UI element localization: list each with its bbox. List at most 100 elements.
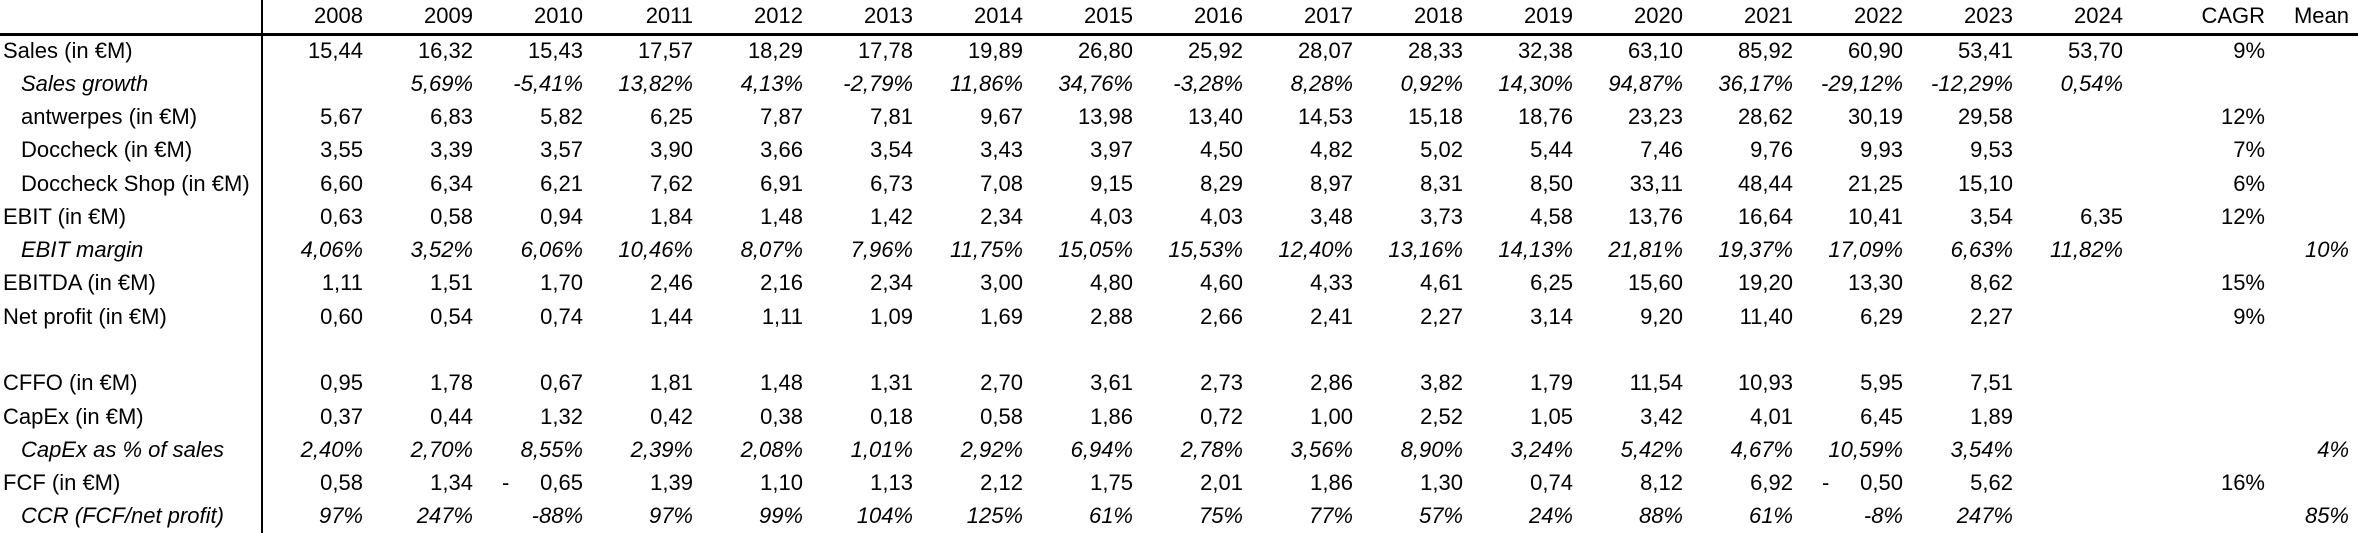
cell-ebit-margin-2017[interactable]: 12,40% (1278, 237, 1353, 263)
cell-capex-as-of-sales-mean[interactable]: 4% (2317, 436, 2349, 462)
cell-ccr-fcf-net-profit-2022[interactable]: -8% (1863, 503, 1903, 529)
row-label-ebitda-in-m[interactable]: EBITDA (in €M) (0, 266, 263, 301)
cell-antwerpes-in-m-2014[interactable]: 9,67 (980, 104, 1023, 130)
cell-net-profit-in-m-2013[interactable]: 1,09 (870, 303, 913, 329)
cell-antwerpes-in-m-2022[interactable]: 30,19 (1847, 104, 1903, 130)
cell-net-profit-in-m-2012[interactable]: 1,11 (761, 303, 803, 329)
cell-cffo-in-m-2017[interactable]: 2,86 (1310, 370, 1353, 396)
cell-sales-in-m-2014[interactable]: 19,89 (967, 38, 1023, 64)
cell-sales-in-m-2019[interactable]: 32,38 (1517, 38, 1573, 64)
cell-ebitda-in-m-2014[interactable]: 3,00 (980, 270, 1023, 296)
cell-doccheck-shop-in-m-cagr[interactable]: 6% (2233, 170, 2265, 196)
cell-capex-in-m-2024[interactable] (2022, 400, 2132, 433)
cell-doccheck-in-m-2022[interactable]: 9,93 (1860, 137, 1903, 163)
cell-sales-growth-2013[interactable]: -2,79% (843, 70, 913, 96)
row-label-ebit-in-m[interactable]: EBIT (in €M) (0, 200, 263, 234)
cell-doccheck-in-m-2020[interactable]: 7,46 (1640, 137, 1683, 163)
cell-net-profit-in-m-2016[interactable]: 2,66 (1200, 303, 1243, 329)
cell-doccheck-in-m-2021[interactable]: 9,76 (1750, 137, 1793, 163)
cell-fcf-in-m-2011[interactable]: 1,39 (650, 470, 693, 496)
cell-ebit-in-m-2019[interactable]: 4,58 (1530, 203, 1573, 229)
cell-doccheck-in-m-2016[interactable]: 4,50 (1200, 137, 1243, 163)
cell-doccheck-shop-in-m-2021[interactable]: 48,44 (1737, 170, 1793, 196)
cell-ebit-in-m-2008[interactable]: 0,63 (320, 203, 363, 229)
cell-capex-as-of-sales-2016[interactable]: 2,78% (1180, 436, 1243, 462)
cell-ccr-fcf-net-profit-2015[interactable]: 61% (1088, 503, 1133, 529)
cell-ebit-margin-2009[interactable]: 3,52% (410, 237, 473, 263)
cell-cffo-in-m-mean[interactable] (2274, 367, 2358, 400)
cell-doccheck-shop-in-m-2015[interactable]: 9,15 (1090, 170, 1133, 196)
cell-blank-2011[interactable] (592, 333, 702, 366)
cell-blank-2023[interactable] (1912, 333, 2022, 366)
cell-ccr-fcf-net-profit-2016[interactable]: 75% (1198, 503, 1243, 529)
cell-doccheck-shop-in-m-2024[interactable] (2022, 167, 2132, 200)
cell-ebit-margin-2019[interactable]: 14,13% (1498, 237, 1573, 263)
cell-ebitda-in-m-2008[interactable]: 1,11 (321, 270, 363, 296)
cell-ebit-in-m-2022[interactable]: 10,41 (1847, 203, 1903, 229)
cell-ccr-fcf-net-profit-2018[interactable]: 57% (1418, 503, 1463, 529)
cell-capex-as-of-sales-2013[interactable]: 1,01% (850, 436, 913, 462)
cell-capex-in-m-2008[interactable]: 0,37 (320, 403, 363, 429)
cell-cffo-in-m-2009[interactable]: 1,78 (430, 370, 473, 396)
cell-doccheck-in-m-2009[interactable]: 3,39 (430, 137, 473, 163)
cell-fcf-in-m-2021[interactable]: 6,92 (1750, 470, 1793, 496)
cell-capex-as-of-sales-2020[interactable]: 5,42% (1620, 436, 1683, 462)
cell-ebit-in-m-2012[interactable]: 1,48 (760, 203, 803, 229)
cell-sales-in-m-2011[interactable]: 17,57 (637, 38, 693, 64)
cell-fcf-in-m-2019[interactable]: 0,74 (1530, 470, 1573, 496)
cell-ebit-in-m-2021[interactable]: 16,64 (1737, 203, 1793, 229)
cell-capex-in-m-2012[interactable]: 0,38 (760, 403, 803, 429)
cell-fcf-in-m-2012[interactable]: 1,10 (760, 470, 803, 496)
cell-ebitda-in-m-mean[interactable] (2274, 267, 2358, 300)
cell-fcf-in-m-2020[interactable]: 8,12 (1640, 470, 1683, 496)
cell-sales-in-m-2016[interactable]: 25,92 (1187, 38, 1243, 64)
cell-cffo-in-m-2024[interactable] (2022, 367, 2132, 400)
row-label-capex-in-m[interactable]: CapEx (in €M) (0, 399, 263, 434)
cell-ebit-margin-2013[interactable]: 7,96% (850, 237, 913, 263)
cell-doccheck-shop-in-m-2014[interactable]: 7,08 (980, 170, 1023, 196)
cell-blank-2009[interactable] (372, 333, 482, 366)
cell-fcf-in-m-2013[interactable]: 1,13 (870, 470, 913, 496)
cell-blank-2010[interactable] (482, 333, 592, 366)
cell-fcf-in-m-2009[interactable]: 1,34 (430, 470, 473, 496)
cell-ebit-in-m-2020[interactable]: 13,76 (1627, 203, 1683, 229)
row-label-antwerpes-in-m[interactable]: antwerpes (in €M) (0, 100, 263, 134)
cell-ebit-margin-2021[interactable]: 19,37% (1718, 237, 1793, 263)
cell-antwerpes-in-m-2020[interactable]: 23,23 (1627, 104, 1683, 130)
cell-capex-in-m-cagr[interactable] (2132, 400, 2274, 433)
cell-fcf-in-m-2014[interactable]: 2,12 (980, 470, 1023, 496)
cell-cffo-in-m-2022[interactable]: 5,95 (1860, 370, 1903, 396)
cell-ccr-fcf-net-profit-2019[interactable]: 24% (1528, 503, 1573, 529)
cell-fcf-in-m-2023[interactable]: 5,62 (1970, 470, 2013, 496)
cell-blank-2020[interactable] (1582, 333, 1692, 366)
cell-ebitda-in-m-2012[interactable]: 2,16 (760, 270, 803, 296)
cell-doccheck-in-m-2019[interactable]: 5,44 (1530, 137, 1573, 163)
cell-cffo-in-m-2011[interactable]: 1,81 (650, 370, 693, 396)
cell-sales-in-m-2017[interactable]: 28,07 (1297, 38, 1353, 64)
cell-sales-growth-2012[interactable]: 4,13% (740, 70, 803, 96)
cell-ccr-fcf-net-profit-2024[interactable] (2022, 500, 2132, 533)
cell-fcf-in-m-2017[interactable]: 1,86 (1310, 470, 1353, 496)
cell-capex-as-of-sales-2009[interactable]: 2,70% (410, 436, 473, 462)
cell-antwerpes-in-m-2013[interactable]: 7,81 (870, 104, 913, 130)
cell-ebit-in-m-2009[interactable]: 0,58 (430, 203, 473, 229)
cell-blank-mean[interactable] (2274, 333, 2358, 366)
cell-ebit-margin-2010[interactable]: 6,06% (520, 237, 583, 263)
cell-sales-growth-2020[interactable]: 94,87% (1608, 70, 1683, 96)
cell-cffo-in-m-cagr[interactable] (2132, 367, 2274, 400)
cell-doccheck-in-m-2013[interactable]: 3,54 (870, 137, 913, 163)
row-label-ebit-margin[interactable]: EBIT margin (0, 233, 263, 267)
cell-cffo-in-m-2021[interactable]: 10,93 (1737, 370, 1793, 396)
cell-capex-as-of-sales-2021[interactable]: 4,67% (1730, 436, 1793, 462)
cell-antwerpes-in-m-2015[interactable]: 13,98 (1077, 104, 1133, 130)
cell-antwerpes-in-m-2021[interactable]: 28,62 (1737, 104, 1793, 130)
cell-doccheck-shop-in-m-2012[interactable]: 6,91 (760, 170, 803, 196)
cell-blank-2013[interactable] (812, 333, 922, 366)
cell-net-profit-in-m-mean[interactable] (2274, 300, 2358, 333)
cell-antwerpes-in-m-2016[interactable]: 13,40 (1187, 104, 1243, 130)
cell-doccheck-in-m-cagr[interactable]: 7% (2233, 137, 2265, 163)
cell-cffo-in-m-2010[interactable]: 0,67 (540, 370, 583, 396)
cell-ccr-fcf-net-profit-cagr[interactable] (2132, 500, 2274, 533)
cell-doccheck-in-m-2010[interactable]: 3,57 (540, 137, 583, 163)
cell-capex-as-of-sales-2023[interactable]: 3,54% (1950, 436, 2013, 462)
